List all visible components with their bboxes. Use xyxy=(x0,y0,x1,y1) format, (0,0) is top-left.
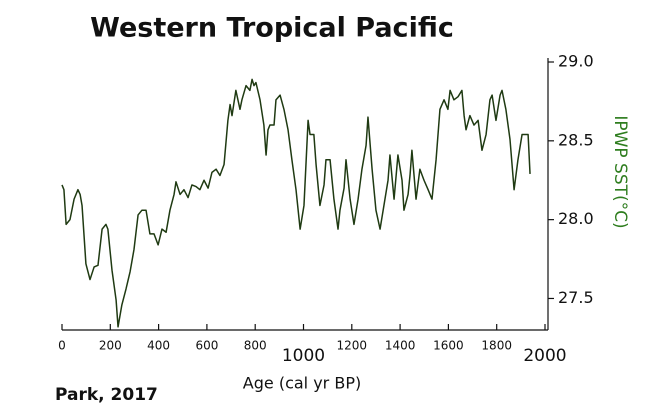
y-tick-label: 29.0 xyxy=(558,52,594,71)
x-tick-label: 800 xyxy=(244,339,267,353)
y-tick-label: 28.5 xyxy=(558,130,594,149)
chart-title: Western Tropical Pacific xyxy=(90,13,454,44)
x-axis-label: Age (cal yr BP) xyxy=(243,374,361,393)
y-tick-label: 27.5 xyxy=(558,288,594,307)
x-tick-label: 0 xyxy=(58,339,66,353)
y-axis-label: IPWP SST(°C) xyxy=(610,115,630,228)
x-tick-label: 1400 xyxy=(385,339,416,353)
x-tick-label: 1600 xyxy=(433,339,464,353)
x-tick-label: 2000 xyxy=(523,346,566,366)
data-line xyxy=(61,78,531,328)
source-label: Park, 2017 xyxy=(55,385,158,405)
y-tick-label: 28.0 xyxy=(558,209,594,228)
x-tick-label: 400 xyxy=(147,339,170,353)
x-tick-label: 1000 xyxy=(282,346,325,366)
x-tick-label: 200 xyxy=(99,339,122,353)
x-tick-label: 1800 xyxy=(481,339,512,353)
x-tick-label: 1200 xyxy=(337,339,368,353)
x-tick-label: 600 xyxy=(195,339,218,353)
